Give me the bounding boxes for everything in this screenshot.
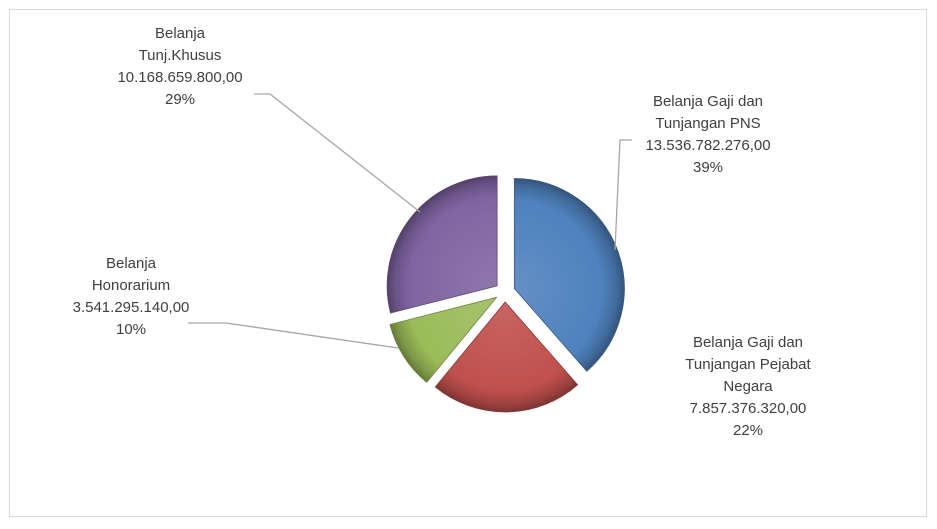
pie-slice-1	[513, 178, 625, 372]
slice-percent-text: 29%	[165, 91, 195, 108]
pie-slice-4	[386, 175, 498, 314]
slice-category-text: Belanja Gaji dan	[653, 93, 763, 110]
slice-category-text: Belanja	[155, 25, 206, 42]
slice-category-text: Belanja	[106, 255, 157, 272]
pie-slice-2	[434, 301, 579, 413]
slice-value-text: 13.536.782.276,00	[645, 137, 770, 154]
leader-line-4	[254, 93, 421, 213]
slice-category-text: Tunj.Khusus	[139, 47, 222, 64]
slice-percent-text: 22%	[733, 422, 763, 439]
slice-label-3: Belanja Honorarium 3.541.295.140,00 10%	[73, 255, 190, 338]
slice-value-text: 7.857.376.320,00	[690, 400, 807, 417]
slice-label-4: Belanja Tunj.Khusus 10.168.659.800,00 29%	[117, 25, 242, 108]
slice-category-text: Tunjangan Pejabat	[685, 356, 811, 373]
slice-category-text: Negara	[723, 378, 773, 395]
slice-category-text: Belanja Gaji dan	[693, 334, 803, 351]
slice-category-text: Tunjangan PNS	[655, 115, 760, 132]
slice-category-text: Honorarium	[92, 277, 170, 294]
slice-label-1: Belanja Gaji dan Tunjangan PNS 13.536.782.…	[645, 93, 770, 176]
slice-label-2: Belanja Gaji dan Tunjangan Pejabat Negara 7…	[685, 334, 811, 439]
leader-line-3	[188, 322, 399, 349]
slice-value-text: 3.541.295.140,00	[73, 299, 190, 316]
leader-line-1	[614, 139, 632, 251]
slice-percent-text: 10%	[116, 321, 146, 338]
slice-percent-text: 39%	[693, 159, 723, 176]
slice-value-text: 10.168.659.800,00	[117, 69, 242, 86]
pie-slice-3	[389, 296, 498, 383]
